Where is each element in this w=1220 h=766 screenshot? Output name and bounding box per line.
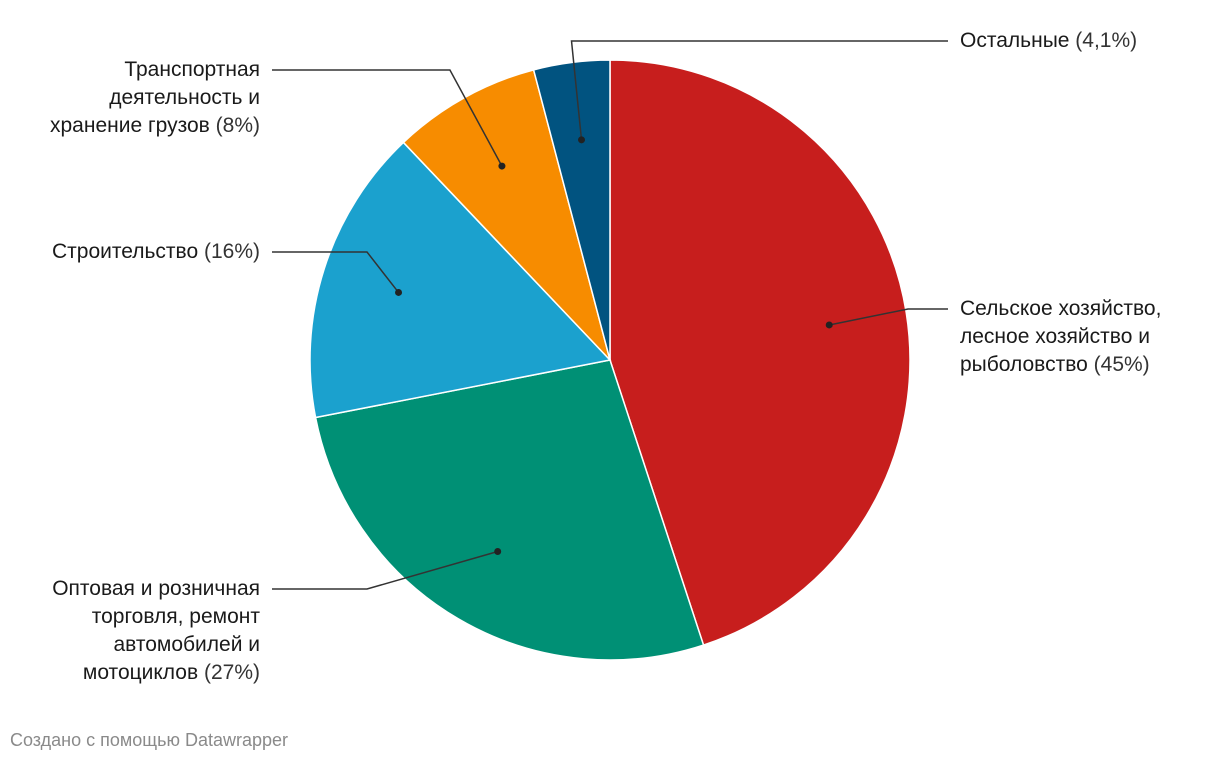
pie-slice-4 bbox=[402, 68, 611, 361]
slice-label-line: лесное хозяйство и bbox=[960, 325, 1150, 348]
slice-label-line: мотоциклов bbox=[83, 661, 198, 684]
leader-dot-1 bbox=[825, 321, 833, 329]
slice-percent-label: (4,1%) bbox=[1069, 29, 1137, 52]
slice-labels: Сельское хозяйство, лесное хозяйство и рыб… bbox=[50, 29, 1161, 684]
pie-slice-3 bbox=[309, 141, 612, 419]
slice-percent-label: (8%) bbox=[210, 114, 260, 137]
leader-line-4 bbox=[272, 69, 503, 167]
leader-line-5 bbox=[570, 40, 948, 140]
leader-lines bbox=[272, 40, 948, 590]
slice-percent-label: (45%) bbox=[1088, 353, 1150, 376]
slice-label-line: Строительство bbox=[52, 240, 198, 263]
pie-slice-1 bbox=[609, 59, 911, 647]
slice-label-line: деятельность и bbox=[109, 86, 260, 109]
slice-label-line: хранение грузов bbox=[50, 114, 210, 137]
leader-dot-3 bbox=[395, 288, 403, 296]
slice-label-line: Остальные bbox=[960, 29, 1069, 52]
slice-label-line: автомобилей и bbox=[113, 633, 260, 656]
pie-slice-5 bbox=[532, 59, 611, 361]
pie-slices bbox=[309, 59, 911, 661]
slice-percent-label: (27%) bbox=[198, 661, 260, 684]
leader-dot-5 bbox=[578, 136, 586, 144]
slice-label-line: Транспортная bbox=[124, 58, 260, 81]
leader-dot-4 bbox=[498, 162, 506, 170]
leader-dot-2 bbox=[494, 547, 502, 555]
slice-label-line: торговля, ремонт bbox=[92, 605, 261, 628]
slice-label-3: Строительство (16%) bbox=[52, 240, 260, 263]
leader-line-1 bbox=[829, 308, 948, 326]
slice-label-4: Транспортная деятельность и хранение грузо… bbox=[50, 58, 260, 137]
leader-line-3 bbox=[272, 251, 400, 293]
slice-percent-label: (16%) bbox=[198, 240, 260, 263]
leader-line-2 bbox=[272, 550, 498, 590]
pie-slice-2 bbox=[314, 359, 705, 661]
footer-credit: Создано с помощью Datawrapper bbox=[10, 730, 289, 750]
slice-label-2: Оптовая и розничная торговля, ремонт автом… bbox=[52, 577, 260, 684]
slice-label-5: Остальные (4,1%) bbox=[960, 29, 1137, 52]
slice-label-line: Оптовая и розничная bbox=[52, 577, 260, 600]
slice-label-1: Сельское хозяйство, лесное хозяйство и рыб… bbox=[960, 297, 1161, 376]
slice-label-line: рыболовство bbox=[960, 353, 1088, 376]
slice-label-line: Сельское хозяйство, bbox=[960, 297, 1161, 320]
